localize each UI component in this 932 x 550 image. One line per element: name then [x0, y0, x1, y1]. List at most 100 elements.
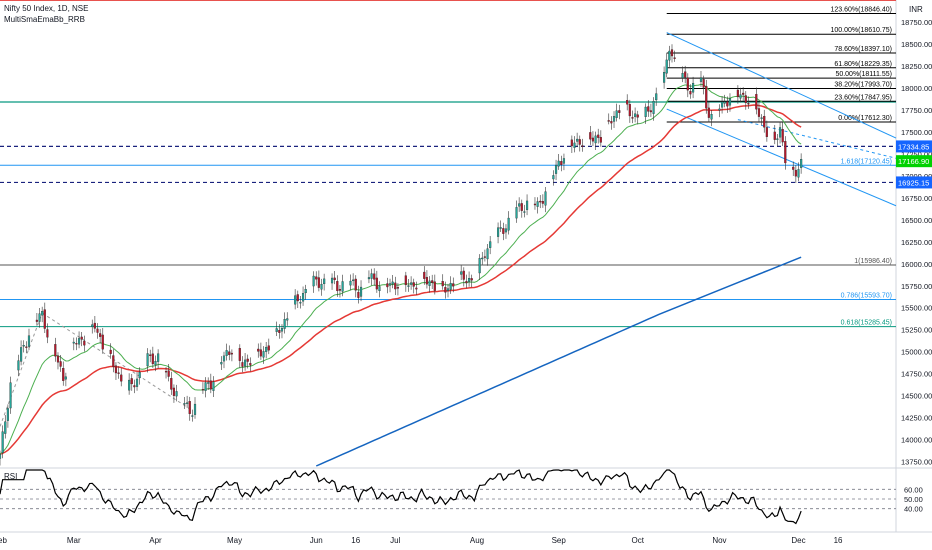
- candle: [388, 283, 392, 286]
- candle: [354, 278, 357, 291]
- fib-level-label: 50.00%(18111.55): [835, 71, 892, 78]
- ema-mid-line: [0, 104, 802, 455]
- candle: [649, 110, 652, 113]
- candle: [423, 271, 426, 279]
- candle: [54, 344, 57, 357]
- sma-long-line: [315, 256, 802, 467]
- candle: [146, 353, 149, 367]
- candle: [591, 137, 595, 142]
- candle: [486, 248, 489, 260]
- candle: [647, 106, 650, 112]
- candle: [465, 281, 468, 284]
- rsi-tick-label: 60.00: [904, 485, 923, 494]
- y-tick-label: 16750.00: [901, 194, 932, 203]
- fib-level-label: 23.60%(17847.95): [834, 94, 892, 101]
- candle: [610, 121, 613, 124]
- candle: [800, 159, 803, 168]
- candle: [686, 77, 689, 91]
- candle: [72, 341, 75, 344]
- y-tick-label: 15500.00: [901, 304, 932, 313]
- candle: [373, 273, 376, 280]
- candle: [149, 354, 152, 356]
- candle: [599, 137, 602, 143]
- candle: [539, 200, 542, 203]
- x-tick-label: Dec: [791, 536, 805, 545]
- fib-level-label: 0.00%(17612.30): [838, 115, 892, 122]
- candle: [425, 276, 428, 285]
- candle: [283, 319, 286, 329]
- candle: [655, 93, 658, 101]
- candle: [225, 350, 228, 356]
- candle: [705, 86, 708, 109]
- candle: [154, 361, 157, 366]
- candle: [99, 333, 102, 337]
- candle: [670, 49, 674, 57]
- candle: [718, 108, 721, 111]
- candle: [207, 382, 210, 384]
- candle: [765, 127, 768, 138]
- trend-line: [0, 312, 43, 427]
- candle: [431, 280, 434, 283]
- candle: [4, 421, 7, 434]
- x-tick-label: Oct: [632, 536, 645, 545]
- candle: [330, 277, 334, 284]
- fib-level-label: 0.618(15285.45): [841, 320, 892, 327]
- currency-label: INR: [909, 5, 923, 14]
- candle: [692, 82, 695, 93]
- y-tick-label: 14500.00: [901, 392, 932, 401]
- candle: [114, 365, 118, 374]
- y-tick-label: 18750.00: [901, 18, 932, 27]
- candle: [446, 288, 450, 291]
- candle: [80, 336, 83, 340]
- price-tag: [896, 155, 932, 168]
- candle: [238, 348, 241, 361]
- y-tick-label: 13750.00: [901, 458, 932, 467]
- x-tick-label: Nov: [712, 536, 726, 545]
- price-tag: [896, 176, 932, 189]
- y-tick-label: 16250.00: [901, 238, 932, 247]
- candle: [728, 98, 732, 106]
- candle: [286, 318, 289, 321]
- price-tag: [896, 140, 932, 153]
- trend-line: [666, 108, 897, 207]
- candle: [191, 415, 194, 417]
- candle: [172, 387, 176, 396]
- candle: [175, 391, 178, 397]
- candle: [183, 403, 186, 405]
- candle: [720, 101, 724, 108]
- indicator-title[interactable]: MultiSmaEmaBb_RRB: [4, 15, 85, 24]
- candle: [668, 50, 671, 61]
- symbol-title[interactable]: Nifty 50 Index, 1D, NSE: [4, 4, 89, 13]
- candle: [304, 289, 307, 294]
- candle: [496, 227, 500, 237]
- candle: [433, 281, 436, 291]
- candle: [744, 95, 747, 104]
- x-tick-label: Feb: [0, 536, 7, 545]
- y-tick-label: 18250.00: [901, 62, 932, 71]
- fib-level-label: 100.00%(18610.75): [831, 27, 893, 34]
- y-tick-label: 18500.00: [901, 40, 932, 49]
- candle: [378, 286, 381, 292]
- candle: [784, 141, 787, 164]
- candle: [257, 348, 260, 352]
- y-tick-label: 18000.00: [901, 84, 932, 93]
- candle: [444, 287, 447, 293]
- candle: [349, 280, 352, 286]
- candle: [46, 329, 49, 338]
- y-tick-label: 17000.00: [901, 172, 932, 181]
- candle: [9, 382, 12, 409]
- rsi-label: RSI: [4, 472, 18, 481]
- candle: [652, 101, 655, 114]
- candle: [702, 79, 705, 88]
- candle: [739, 94, 742, 99]
- x-tick-label: Aug: [470, 536, 484, 545]
- y-tick-label: 15000.00: [901, 348, 932, 357]
- candle: [689, 91, 692, 95]
- fib-level-label: 123.60%(18846.40): [831, 7, 893, 14]
- candle: [636, 114, 639, 118]
- candle: [460, 271, 463, 275]
- candle: [792, 166, 795, 170]
- candle: [736, 89, 739, 98]
- candle: [578, 139, 581, 145]
